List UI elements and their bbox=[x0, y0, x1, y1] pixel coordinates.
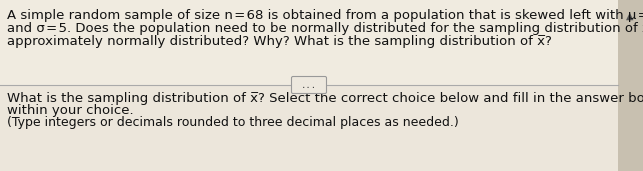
Text: and σ = 5. Does the population need to be normally distributed for the sampling : and σ = 5. Does the population need to b… bbox=[7, 22, 643, 35]
Text: A simple random sample of size n = 68 is obtained from a population that is skew: A simple random sample of size n = 68 is… bbox=[7, 9, 643, 22]
Text: ▲: ▲ bbox=[626, 11, 634, 21]
Text: within your choice.: within your choice. bbox=[7, 104, 134, 117]
Text: approximately normally distributed? Why? What is the sampling distribution of x̅: approximately normally distributed? Why?… bbox=[7, 35, 552, 48]
FancyBboxPatch shape bbox=[0, 0, 618, 86]
Text: (Type integers or decimals rounded to three decimal places as needed.): (Type integers or decimals rounded to th… bbox=[7, 116, 458, 129]
Text: What is the sampling distribution of x̅? Select the correct choice below and fil: What is the sampling distribution of x̅?… bbox=[7, 92, 643, 105]
Text: ...: ... bbox=[301, 81, 317, 89]
FancyBboxPatch shape bbox=[618, 0, 643, 171]
FancyBboxPatch shape bbox=[0, 86, 618, 171]
FancyBboxPatch shape bbox=[291, 76, 327, 94]
